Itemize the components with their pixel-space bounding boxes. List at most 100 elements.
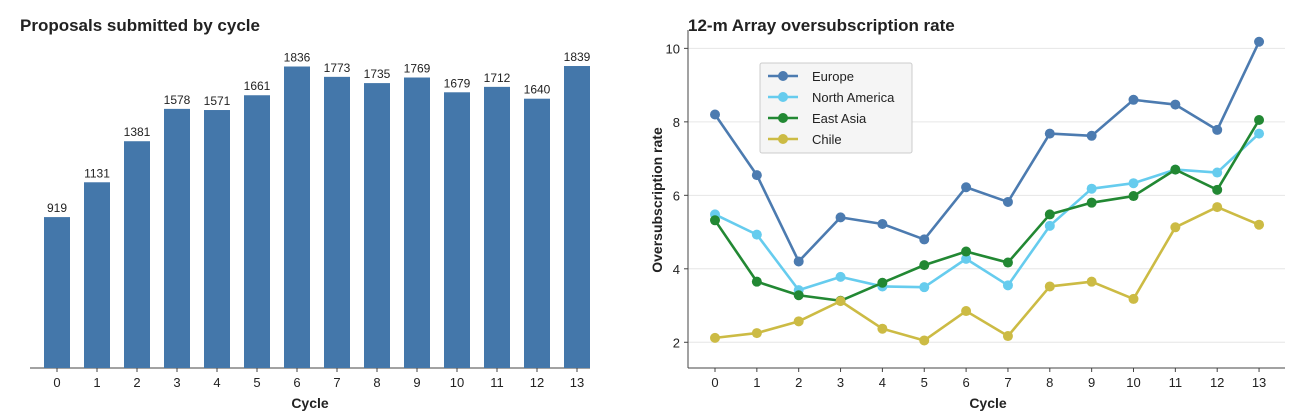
legend-item-north-america: North America bbox=[768, 90, 895, 105]
y-tick-label: 2 bbox=[673, 335, 680, 350]
data-point-europe bbox=[1254, 36, 1265, 47]
x-tick-label: 12 bbox=[1210, 375, 1224, 390]
data-point-east-asia bbox=[919, 260, 930, 271]
legend-marker bbox=[778, 92, 788, 102]
data-point-europe bbox=[751, 170, 762, 181]
bar-value-label: 1679 bbox=[444, 76, 471, 90]
legend-label: North America bbox=[812, 90, 895, 105]
x-tick-label: 1 bbox=[753, 375, 760, 390]
data-point-europe bbox=[1002, 196, 1013, 207]
bar-value-label: 1578 bbox=[164, 93, 191, 107]
bar-chart-title: Proposals submitted by cycle bbox=[20, 16, 260, 35]
bar bbox=[84, 182, 110, 368]
bar-value-label: 1836 bbox=[284, 51, 311, 65]
data-point-chile bbox=[793, 316, 804, 327]
bar bbox=[164, 108, 190, 368]
y-tick-label: 4 bbox=[673, 262, 680, 277]
data-point-east-asia bbox=[1002, 257, 1013, 268]
bar-x-tick-label: 7 bbox=[333, 375, 340, 390]
legend-marker bbox=[778, 134, 788, 144]
data-point-east-asia bbox=[961, 246, 972, 257]
data-point-chile bbox=[919, 335, 930, 346]
bar bbox=[244, 95, 270, 369]
data-point-chile bbox=[1002, 331, 1013, 342]
y-tick-label: 8 bbox=[673, 115, 680, 130]
x-tick-label: 7 bbox=[1004, 375, 1011, 390]
data-point-north-america bbox=[1128, 178, 1139, 189]
series-chile bbox=[710, 202, 1265, 346]
data-point-chile bbox=[1170, 222, 1181, 233]
data-point-europe bbox=[1170, 99, 1181, 110]
data-point-chile bbox=[1086, 276, 1097, 287]
line-chart-title: 12-m Array oversubscription rate bbox=[688, 16, 955, 35]
line-chart: 12-m Array oversubscription rate 246810 … bbox=[649, 16, 1285, 411]
data-point-europe bbox=[919, 234, 930, 245]
y-tick-label: 6 bbox=[673, 188, 680, 203]
data-point-europe bbox=[1212, 124, 1223, 135]
series-line-chile bbox=[714, 205, 1260, 342]
data-point-north-america bbox=[1002, 280, 1013, 291]
bar bbox=[404, 77, 430, 368]
data-point-chile bbox=[1254, 219, 1265, 230]
series-line-north-america bbox=[714, 132, 1260, 292]
bar-x-tick-label: 6 bbox=[293, 375, 300, 390]
x-tick-label: 13 bbox=[1252, 375, 1266, 390]
bar-x-tick-label: 1 bbox=[93, 375, 100, 390]
data-point-north-america bbox=[1212, 167, 1223, 178]
data-point-east-asia bbox=[1212, 184, 1223, 195]
bar-xtick-group: 0 1 2 3 4 5 6 7 8 9 10 11 12 13 bbox=[53, 368, 584, 390]
legend-label: Chile bbox=[812, 132, 842, 147]
bar-x-tick-label: 13 bbox=[570, 375, 584, 390]
data-point-chile bbox=[835, 296, 846, 307]
series-line-europe bbox=[713, 41, 1261, 263]
bar bbox=[324, 76, 350, 368]
legend-label: Europe bbox=[812, 69, 854, 84]
bar bbox=[284, 66, 310, 369]
bar-x-tick-label: 9 bbox=[413, 375, 420, 390]
bar-value-label: 1640 bbox=[524, 83, 551, 97]
data-point-chile bbox=[1044, 281, 1055, 292]
x-tick-label: 5 bbox=[921, 375, 928, 390]
data-point-north-america bbox=[1254, 128, 1265, 139]
data-point-east-asia bbox=[710, 215, 720, 226]
bar-value-label: 1571 bbox=[204, 94, 231, 108]
bar bbox=[484, 86, 510, 368]
bar-value-label: 1661 bbox=[244, 79, 271, 93]
bar-x-tick-label: 12 bbox=[530, 375, 544, 390]
bar bbox=[124, 141, 150, 368]
data-point-chile bbox=[961, 306, 972, 317]
bar-x-tick-label: 10 bbox=[450, 375, 464, 390]
x-tick-label: 8 bbox=[1046, 375, 1053, 390]
x-tick-label: 4 bbox=[879, 375, 886, 390]
data-point-north-america bbox=[835, 271, 846, 282]
bar bbox=[204, 110, 230, 368]
data-point-north-america bbox=[751, 229, 762, 240]
data-point-north-america bbox=[919, 282, 930, 293]
data-point-chile bbox=[710, 332, 720, 343]
legend-item-europe: Europe bbox=[768, 69, 854, 84]
line-chart-y-label: Oversubscription rate bbox=[649, 127, 665, 273]
line-xtick-group: 0 1 2 3 4 5 6 7 8 9 10 11 12 13 bbox=[711, 368, 1266, 390]
bar-value-label: 1769 bbox=[404, 62, 431, 76]
bar-value-label: 1712 bbox=[484, 71, 511, 85]
data-point-east-asia bbox=[1128, 191, 1139, 202]
data-point-east-asia bbox=[1254, 115, 1265, 126]
line-ytick-group: 2 4 6 8 10 bbox=[666, 41, 688, 350]
data-point-chile bbox=[1212, 202, 1223, 213]
y-tick-label: 10 bbox=[666, 41, 680, 56]
bar-chart-x-label: Cycle bbox=[291, 395, 329, 411]
series-north-america bbox=[710, 128, 1265, 296]
bar bbox=[524, 98, 550, 369]
bar-chart: Proposals submitted by cycle 91911311381… bbox=[20, 16, 591, 411]
data-point-europe bbox=[710, 109, 720, 120]
x-tick-label: 2 bbox=[795, 375, 802, 390]
data-point-europe bbox=[877, 218, 888, 229]
data-point-europe bbox=[793, 256, 804, 267]
data-point-east-asia bbox=[751, 276, 762, 287]
data-point-east-asia bbox=[793, 290, 804, 301]
bar-group bbox=[44, 66, 590, 369]
data-point-north-america bbox=[1086, 183, 1097, 194]
x-tick-label: 0 bbox=[711, 375, 718, 390]
x-tick-label: 10 bbox=[1126, 375, 1140, 390]
